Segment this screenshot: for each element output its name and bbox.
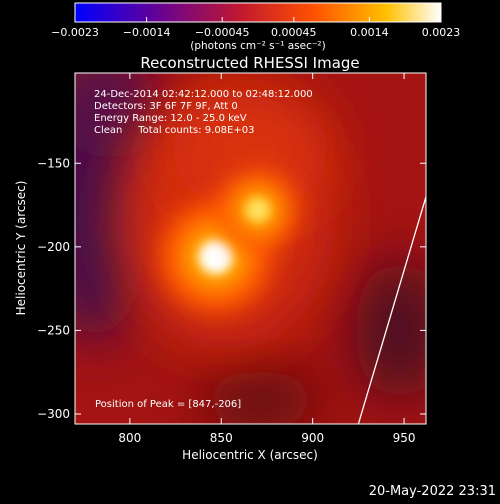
colorbar-tick-label: 0.0023	[422, 26, 461, 39]
colorbar: −0.0023 −0.0014 −0.00045 0.00045 0.0014 0.002…	[51, 2, 460, 52]
annotation-clean-counts: Clean Total counts: 9.08E+03	[94, 125, 254, 136]
colorbar-tick-label: −0.0014	[123, 26, 171, 39]
colorbar-tick-label: −0.0023	[51, 26, 99, 39]
x-tick-label: 900	[301, 431, 324, 445]
colorbar-tick-label: 0.00045	[271, 26, 317, 39]
plot-area: 800 850 900 950 −150 −200 −250 −300 24-Dec-201…	[37, 72, 427, 445]
colorbar-gradient	[74, 2, 442, 23]
peak-position-label: Position of Peak = [847,-206]	[95, 399, 241, 410]
source-core	[198, 239, 233, 274]
chart-title: Reconstructed RHESSI Image	[140, 54, 359, 72]
annotation-block: 24-Dec-2014 02:42:12.000 to 02:48:12.000…	[94, 89, 313, 136]
footer-timestamp: 20-May-2022 23:31	[369, 484, 496, 499]
colorbar-tick-label: 0.0014	[350, 26, 389, 39]
y-axis-ticks: −150 −200 −250 −300	[37, 156, 426, 421]
y-tick-label: −300	[37, 407, 70, 421]
y-axis-label: Heliocentric Y (arcsec)	[14, 181, 28, 316]
plot-frame	[74, 72, 427, 425]
annotation-energy-range: Energy Range: 12.0 - 25.0 keV	[94, 113, 247, 124]
x-axis-ticks: 800 850 900 950	[118, 73, 416, 445]
colorbar-tick-label: −0.00045	[195, 26, 250, 39]
annotation-time-range: 24-Dec-2014 02:42:12.000 to 02:48:12.000	[94, 89, 313, 100]
x-tick-label: 800	[118, 431, 141, 445]
y-tick-label: −200	[37, 240, 70, 254]
y-tick-label: −150	[37, 156, 70, 170]
x-tick-label: 850	[210, 431, 233, 445]
x-axis-label: Heliocentric X (arcsec)	[182, 448, 318, 462]
source-core	[245, 197, 270, 223]
colorbar-ticks: −0.0023 −0.0014 −0.00045 0.00045 0.0014 0.002…	[51, 17, 460, 39]
annotation-detectors: Detectors: 3F 6F 7F 9F, Att 0	[94, 101, 238, 112]
heatmap-image	[75, 73, 426, 424]
emission-sources	[159, 170, 298, 313]
colorbar-units-label: (photons cm⁻² s⁻¹ asec⁻²)	[190, 40, 325, 52]
solar-limb-line	[357, 196, 426, 424]
y-tick-label: −250	[37, 323, 70, 337]
x-tick-label: 950	[393, 431, 416, 445]
